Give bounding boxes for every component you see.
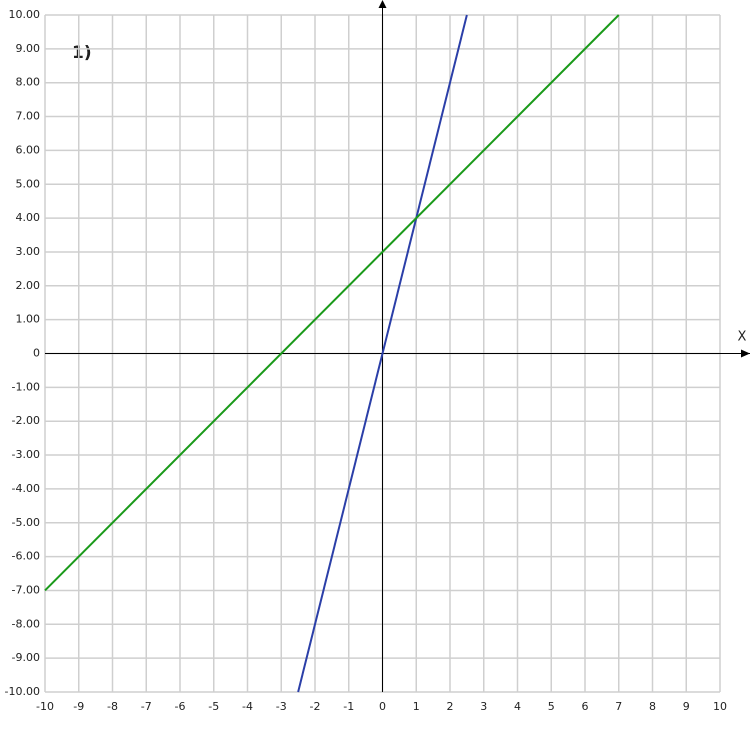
line-series (297, 14, 468, 693)
y-tick-label: -7.00 (12, 583, 40, 596)
x-tick-label: 3 (480, 700, 487, 713)
x-tick-label: 1 (413, 700, 420, 713)
x-axis-label: X (738, 330, 747, 345)
y-tick-label: -3.00 (12, 448, 40, 461)
y-tick-label: -5.00 (12, 516, 40, 529)
x-tick-label: 0 (379, 700, 386, 713)
y-tick-label: 10.00 (9, 8, 41, 21)
y-tick-label: 2.00 (16, 279, 41, 292)
y-tick-label: -1.00 (12, 380, 40, 393)
y-tick-label: 9.00 (16, 42, 41, 55)
x-axis-arrow (741, 349, 750, 358)
x-tick-label: -6 (175, 700, 186, 713)
x-tick-label: -10 (36, 700, 54, 713)
x-tick-label: 9 (683, 700, 690, 713)
y-tick-label: -2.00 (12, 414, 40, 427)
x-tick-label: 7 (615, 700, 622, 713)
y-tick-label: 3.00 (16, 245, 41, 258)
y-tick-label: 5.00 (16, 177, 41, 190)
x-tick-label: 8 (649, 700, 656, 713)
y-tick-label: 8.00 (16, 76, 41, 89)
x-tick-label: 5 (548, 700, 555, 713)
line-series (44, 14, 620, 592)
x-tick-label: -2 (310, 700, 321, 713)
y-tick-label: -6.00 (12, 550, 40, 563)
y-axis-arrow (378, 0, 387, 8)
x-tick-label: -5 (208, 700, 219, 713)
y-tick-label: -8.00 (12, 617, 40, 630)
y-tick-label: -4.00 (12, 482, 40, 495)
x-tick-label: 2 (447, 700, 454, 713)
y-tick-label: -10.00 (5, 685, 40, 698)
x-tick-label: 10 (713, 700, 727, 713)
y-tick-label: -9.00 (12, 651, 40, 664)
x-tick-label: -7 (141, 700, 152, 713)
x-tick-label: 4 (514, 700, 521, 713)
y-tick-label: 1.00 (16, 313, 41, 326)
annotation: 1) (72, 43, 92, 63)
y-tick-label: 0 (33, 347, 40, 360)
y-tick-label: 7.00 (16, 110, 41, 123)
x-tick-label: 6 (582, 700, 589, 713)
y-tick-label: 6.00 (16, 143, 41, 156)
x-tick-label: -9 (73, 700, 84, 713)
x-tick-label: -4 (242, 700, 253, 713)
x-tick-label: -3 (276, 700, 287, 713)
x-tick-label: -1 (343, 700, 354, 713)
x-tick-label: -8 (107, 700, 118, 713)
y-tick-label: 4.00 (16, 211, 41, 224)
